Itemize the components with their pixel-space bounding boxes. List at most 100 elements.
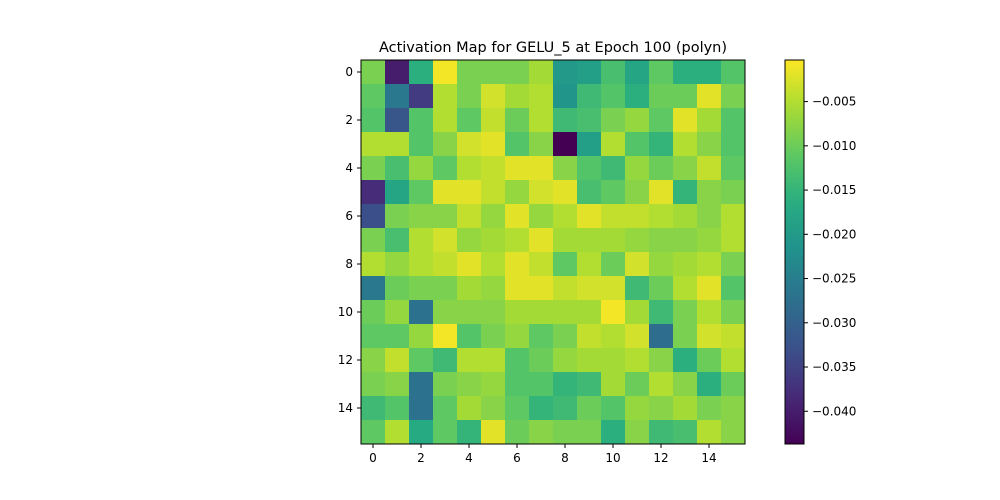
heatmap-cell (553, 108, 578, 133)
heatmap-cell (529, 276, 554, 301)
heatmap-cell (385, 252, 410, 277)
heatmap-cell (649, 180, 674, 205)
heatmap-cell (721, 372, 746, 397)
y-tick-label: 10 (338, 305, 353, 319)
heatmap-cell (505, 276, 530, 301)
heatmap-cell (577, 396, 602, 421)
heatmap-cell (529, 204, 554, 229)
heatmap-cell (481, 420, 506, 445)
heatmap-cell (409, 372, 434, 397)
heatmap-cell (673, 420, 698, 445)
heatmap-cell (505, 372, 530, 397)
heatmap-cell (385, 420, 410, 445)
heatmap-cell (361, 348, 386, 373)
heatmap-cell (601, 156, 626, 181)
heatmap-cell (577, 252, 602, 277)
heatmap-cell (553, 204, 578, 229)
heatmap-cell (577, 204, 602, 229)
heatmap-cell (697, 276, 722, 301)
heatmap-cell (433, 132, 458, 157)
heatmap-cell (529, 420, 554, 445)
heatmap-cell (361, 204, 386, 229)
heatmap-cell (433, 228, 458, 253)
heatmap-cell (361, 180, 386, 205)
heatmap-cell (649, 396, 674, 421)
heatmap-cell (697, 228, 722, 253)
heatmap-cell (529, 300, 554, 325)
heatmap-cell (505, 324, 530, 349)
y-tick-label: 2 (345, 113, 353, 127)
heatmap-cell (409, 324, 434, 349)
x-tick-label: 8 (561, 451, 569, 465)
heatmap-cell (409, 420, 434, 445)
x-tick-label: 12 (653, 451, 668, 465)
heatmap-cell (697, 108, 722, 133)
heatmap-cell (457, 396, 482, 421)
heatmap-cell (721, 348, 746, 373)
heatmap-cell (505, 348, 530, 373)
heatmap-cells (361, 60, 746, 445)
heatmap-cell (577, 60, 602, 85)
heatmap-cell (385, 108, 410, 133)
heatmap-cell (553, 84, 578, 109)
heatmap-cell (409, 108, 434, 133)
heatmap-cell (409, 228, 434, 253)
heatmap-cell (457, 324, 482, 349)
heatmap-cell (721, 300, 746, 325)
heatmap-cell (433, 348, 458, 373)
x-tick-label: 0 (369, 451, 377, 465)
heatmap-cell (385, 156, 410, 181)
heatmap-cell (529, 348, 554, 373)
heatmap-cell (673, 372, 698, 397)
heatmap-cell (673, 204, 698, 229)
heatmap-cell (361, 132, 386, 157)
heatmap-cell (649, 84, 674, 109)
heatmap-cell (697, 300, 722, 325)
heatmap-cell (577, 84, 602, 109)
heatmap-cell (577, 228, 602, 253)
heatmap-cell (553, 228, 578, 253)
heatmap-cell (577, 108, 602, 133)
heatmap-cell (385, 372, 410, 397)
heatmap-cell (697, 348, 722, 373)
colorbar-tick-label: −0.015 (812, 183, 856, 197)
x-tick-label: 4 (465, 451, 473, 465)
heatmap-cell (505, 156, 530, 181)
heatmap-cell (361, 156, 386, 181)
x-tick-label: 2 (417, 451, 425, 465)
heatmap-cell (625, 204, 650, 229)
heatmap-cell (361, 84, 386, 109)
heatmap-cell (649, 420, 674, 445)
heatmap-cell (409, 348, 434, 373)
heatmap-cell (481, 300, 506, 325)
heatmap-cell (433, 252, 458, 277)
heatmap-cell (601, 276, 626, 301)
heatmap-cell (505, 60, 530, 85)
heatmap-cell (385, 204, 410, 229)
heatmap-cell (625, 252, 650, 277)
heatmap-cell (361, 396, 386, 421)
heatmap-cell (625, 348, 650, 373)
colorbar-tick-label: −0.020 (812, 227, 856, 241)
heatmap-cell (361, 228, 386, 253)
colorbar-tick-label: −0.005 (812, 95, 856, 109)
x-tick-label: 6 (513, 451, 521, 465)
heatmap-cell (673, 324, 698, 349)
heatmap-cell (553, 156, 578, 181)
heatmap-cell (361, 276, 386, 301)
heatmap-cell (505, 204, 530, 229)
heatmap-cell (577, 420, 602, 445)
heatmap-cell (529, 132, 554, 157)
heatmap-cell (481, 180, 506, 205)
heatmap-cell (673, 276, 698, 301)
heatmap-cell (625, 132, 650, 157)
colorbar (785, 60, 804, 444)
heatmap-cell (361, 60, 386, 85)
heatmap-cell (505, 420, 530, 445)
colorbar-frame (784, 59, 805, 445)
heatmap-cell (457, 180, 482, 205)
heatmap-cell (409, 396, 434, 421)
heatmap-cell (481, 228, 506, 253)
heatmap-cell (457, 84, 482, 109)
heatmap-cell (625, 228, 650, 253)
